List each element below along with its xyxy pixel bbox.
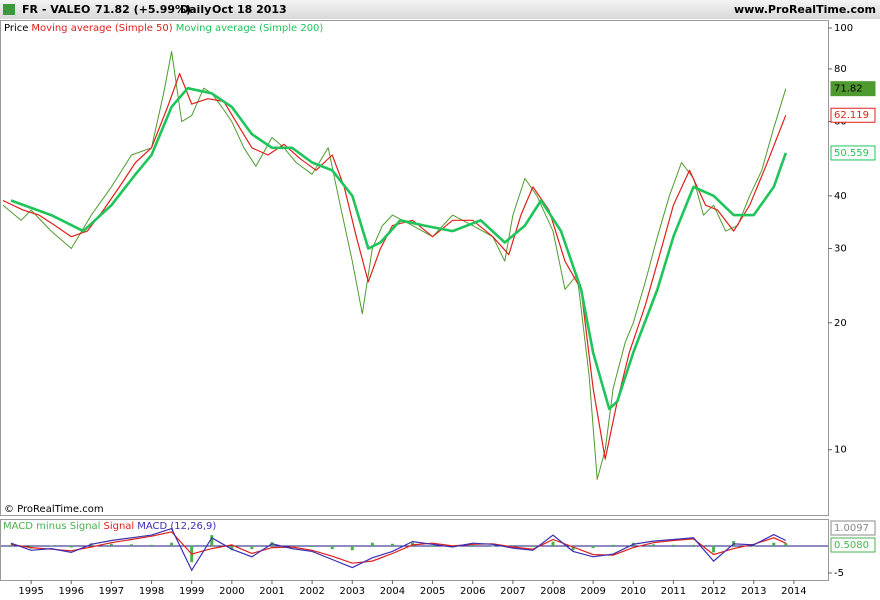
value-label: 0.5080	[834, 540, 869, 551]
histogram-bar	[109, 543, 113, 546]
x-tick-label: 2004	[380, 586, 405, 597]
histogram-bar	[491, 545, 495, 547]
x-tick-label: 2010	[621, 586, 646, 597]
x-tick-label: 2003	[340, 586, 365, 597]
plot	[2, 51, 788, 480]
x-tick-label: 2011	[661, 586, 686, 597]
value-label: 62.119	[834, 110, 869, 121]
histogram-bar	[370, 542, 374, 546]
histogram-bar	[250, 545, 254, 550]
symbol: FR - VALEO	[22, 3, 90, 16]
x-tick-label: 2014	[781, 586, 806, 597]
watermark: © ProRealTime.com	[4, 504, 104, 515]
y-tick-label: 100	[834, 23, 853, 34]
histogram-bar	[471, 544, 475, 546]
histogram-bar	[651, 544, 655, 546]
value-box	[830, 107, 876, 123]
histogram-bar	[170, 542, 174, 546]
value-label: 71.82	[834, 84, 863, 95]
y-tick-label: 80	[834, 64, 847, 75]
histogram-bar	[551, 541, 555, 546]
series-line	[2, 51, 787, 480]
x-tick-label: 2007	[500, 586, 525, 597]
x-tick-label: 2006	[460, 586, 485, 597]
value-label: 1.0097	[834, 523, 869, 534]
series-line	[10, 527, 787, 572]
histogram-bar	[591, 545, 595, 549]
site: www.ProRealTime.com	[734, 3, 876, 16]
x-tick-label: 2013	[741, 586, 766, 597]
header-icon	[3, 4, 15, 15]
value-box	[830, 520, 876, 536]
x-tick-label: 1998	[139, 586, 164, 597]
series-line	[10, 86, 788, 411]
x-tick-label: 2000	[219, 586, 244, 597]
date: Oct 18 2013	[212, 3, 287, 16]
histogram-bar	[150, 544, 154, 546]
x-tick-label: 2009	[580, 586, 605, 597]
histogram-bar	[310, 545, 314, 548]
y-tick-label: -5	[834, 568, 844, 579]
price-frame	[0, 20, 829, 516]
x-tick-label: 1999	[179, 586, 204, 597]
x-tick-label: 2001	[259, 586, 284, 597]
legend-entry: Signal	[103, 521, 134, 532]
histogram-bar	[390, 543, 394, 546]
histogram-bar	[129, 544, 133, 546]
x-tick-label: 2012	[701, 586, 726, 597]
histogram-bar	[752, 545, 756, 547]
histogram-bar	[712, 545, 716, 553]
histogram-bar	[9, 544, 13, 546]
y-tick-label: 40	[834, 191, 847, 202]
legend-entry: Moving average (Simple 50)	[31, 23, 172, 34]
legend-entry: Moving average (Simple 200)	[176, 23, 324, 34]
histogram-bar	[230, 545, 234, 551]
legend-entry: MACD (12,26,9)	[137, 521, 216, 532]
histogram-bar	[571, 545, 575, 551]
y-tick-label: 20	[834, 318, 847, 329]
histogram-bar	[350, 545, 354, 551]
value-box	[830, 145, 876, 161]
x-tick-label: 1997	[99, 586, 124, 597]
y-tick-label: 10	[834, 445, 847, 456]
histogram-bar	[431, 545, 435, 548]
x-tick-label: 2005	[420, 586, 445, 597]
histogram-bar	[772, 542, 776, 546]
histogram-bar	[330, 545, 334, 550]
histogram-bar	[210, 535, 214, 546]
period: Daily	[180, 3, 211, 16]
x-tick-label: 1995	[18, 586, 43, 597]
series-line	[2, 73, 787, 460]
value-label: 50.559	[834, 148, 869, 159]
legend-entry: Price	[4, 23, 28, 34]
histogram-bar	[784, 543, 788, 546]
x-tick-label: 1996	[59, 586, 84, 597]
histogram-bar	[49, 545, 53, 546]
histogram-bar	[611, 544, 615, 546]
quote: 71.82 (+5.99%)	[95, 3, 191, 16]
legend-entry: MACD minus Signal	[3, 521, 100, 532]
header-bar	[0, 0, 880, 19]
macd-frame	[0, 519, 829, 581]
series-line	[10, 531, 787, 564]
x-tick-label: 2008	[540, 586, 565, 597]
histogram-bar	[692, 544, 696, 546]
histogram-bar	[531, 545, 535, 548]
value-box	[830, 537, 876, 553]
histogram-bar	[69, 545, 73, 548]
y-tick-label: 30	[834, 244, 847, 255]
x-tick-label: 2002	[299, 586, 324, 597]
histogram-bar	[671, 544, 675, 546]
value-box	[830, 81, 876, 97]
